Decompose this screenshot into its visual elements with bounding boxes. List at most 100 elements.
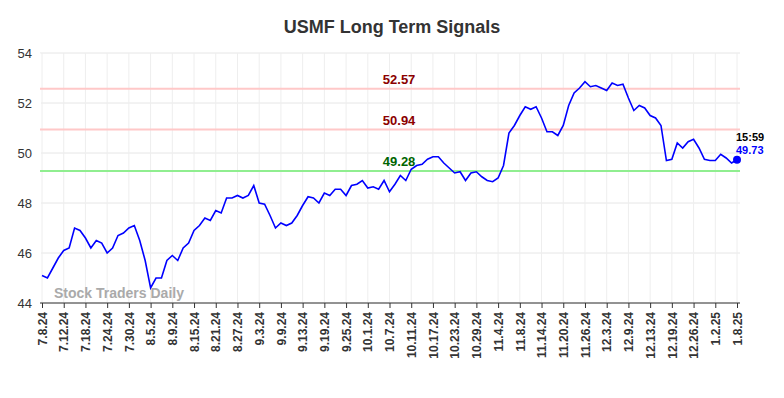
tick-label: 11.20.24 — [557, 312, 571, 358]
tick: 11.20.24 — [557, 303, 571, 358]
grid-line — [302, 53, 303, 303]
tick: 10.29.24 — [470, 303, 484, 359]
tick: 9.13.24 — [296, 303, 310, 352]
tick-mark — [650, 303, 651, 308]
tick-label: 10.23.24 — [448, 312, 462, 359]
grid-line — [150, 53, 151, 303]
tick-label: 9.25.24 — [340, 312, 354, 352]
tick-label: 50 — [18, 146, 32, 161]
tick-mark — [433, 303, 434, 308]
tick-mark — [151, 303, 152, 308]
tick: 9.25.24 — [340, 303, 354, 352]
tick-label: 9.19.24 — [318, 312, 332, 352]
grid-line — [346, 53, 347, 303]
tick-label: 8.21.24 — [209, 312, 223, 352]
last-time: 15:59 — [736, 131, 764, 143]
tick-mark — [281, 303, 282, 308]
tick-mark — [715, 303, 716, 308]
tick: 7.18.24 — [79, 303, 93, 352]
tick: 9.3.24 — [253, 303, 267, 345]
tick-mark — [607, 303, 608, 308]
last-point — [733, 156, 741, 164]
tick: 8.9.24 — [166, 303, 180, 345]
tick-label: 10.29.24 — [470, 312, 484, 359]
tick-mark — [64, 303, 65, 308]
tick: 46 — [18, 246, 40, 261]
tick-mark — [694, 303, 695, 308]
tick-label: 7.8.24 — [36, 312, 50, 346]
tick-label: 9.3.24 — [253, 312, 267, 346]
tick-label: 1.8.25 — [731, 312, 745, 346]
tick: 9.19.24 — [318, 303, 332, 352]
tick-mark — [216, 303, 217, 308]
grid-line — [85, 53, 86, 303]
tick: 7.8.24 — [36, 303, 50, 345]
grid-line — [215, 53, 216, 303]
tick-label: 11.8.24 — [514, 312, 528, 352]
tick-label: 1.2.25 — [709, 312, 723, 346]
grid-line — [194, 53, 195, 303]
tick: 1.8.25 — [731, 303, 745, 345]
grid-line — [671, 53, 672, 303]
tick: 10.23.24 — [448, 303, 462, 359]
tick-label: 10.1.24 — [361, 312, 375, 352]
tick-mark — [172, 303, 173, 308]
grid-line — [650, 53, 651, 303]
tick-mark — [194, 303, 195, 308]
tick-mark — [303, 303, 304, 308]
tick-mark — [520, 303, 521, 308]
tick: 8.5.24 — [144, 303, 158, 345]
tick: 54 — [18, 46, 40, 61]
tick-label: 7.24.24 — [101, 312, 115, 352]
tick: 8.27.24 — [231, 303, 245, 352]
tick-label: 10.11.24 — [405, 312, 419, 358]
grid-line — [107, 53, 108, 303]
grid — [40, 53, 740, 303]
grid-line — [737, 53, 738, 303]
tick: 7.30.24 — [123, 303, 137, 352]
grid-line — [63, 53, 64, 303]
tick-label: 7.18.24 — [79, 312, 93, 352]
tick-mark — [324, 303, 325, 308]
tick-mark — [542, 303, 543, 308]
chart: USMF Long Term Signals4446485052547.8.24… — [0, 0, 784, 398]
tick-label: 8.5.24 — [144, 312, 158, 346]
grid-line — [715, 53, 716, 303]
tick: 1.2.25 — [709, 303, 723, 345]
grid-line — [42, 53, 43, 303]
grid-line — [563, 53, 564, 303]
tick-label: 46 — [18, 246, 32, 261]
tick-label: 11.4.24 — [492, 312, 506, 352]
tick: 12.9.24 — [622, 303, 636, 352]
tick: 9.9.24 — [275, 303, 289, 345]
grid-line — [128, 53, 129, 303]
y-axis: 444648505254 — [18, 46, 41, 311]
tick-label: 48 — [18, 196, 32, 211]
reference-label: 52.57 — [383, 72, 416, 87]
reference-label: 49.28 — [383, 154, 416, 169]
reference-label: 50.94 — [383, 113, 416, 128]
tick-mark — [498, 303, 499, 308]
tick: 7.12.24 — [57, 303, 71, 352]
grid-line — [280, 53, 281, 303]
tick-mark — [237, 303, 238, 308]
tick: 12.26.24 — [687, 303, 701, 359]
axis-line — [40, 54, 41, 304]
tick-label: 10.7.24 — [383, 312, 397, 352]
tick-mark — [107, 303, 108, 308]
tick-label: 7.12.24 — [57, 312, 71, 352]
tick-mark — [737, 303, 738, 308]
tick-label: 12.19.24 — [666, 312, 680, 359]
tick: 7.24.24 — [101, 303, 115, 352]
tick-label: 7.30.24 — [123, 312, 137, 352]
tick-mark — [85, 303, 86, 308]
tick-label: 44 — [18, 296, 32, 311]
tick-label: 54 — [18, 46, 32, 61]
tick-label: 9.13.24 — [296, 312, 310, 352]
tick-mark — [476, 303, 477, 308]
reference-line — [40, 129, 740, 131]
plot-area — [40, 82, 741, 288]
grid-line — [367, 53, 368, 303]
grid-line — [454, 53, 455, 303]
grid-line — [237, 53, 238, 303]
